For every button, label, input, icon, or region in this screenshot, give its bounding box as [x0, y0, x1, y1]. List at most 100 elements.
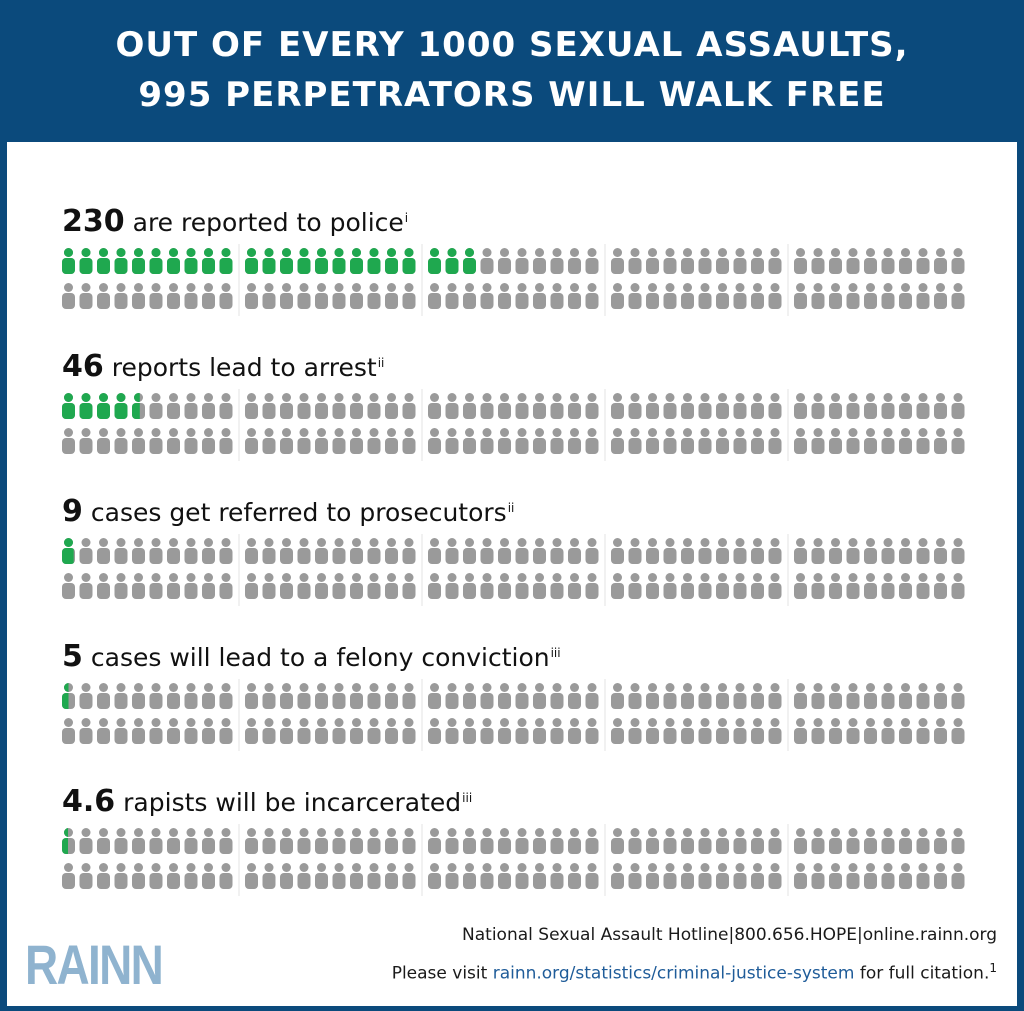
person-icon: [881, 573, 895, 599]
person-icon: [628, 428, 642, 454]
person-icon: [899, 283, 912, 309]
person-icon: [97, 538, 110, 564]
person-icon: [315, 718, 328, 744]
citation-link[interactable]: rainn.org/statistics/criminal-justice-sy…: [492, 963, 855, 984]
person-icon: [663, 283, 677, 309]
person-icon: [184, 718, 198, 744]
person-icon: [628, 393, 642, 419]
person-icon: [951, 683, 965, 709]
person-icon: [402, 573, 416, 599]
person-icon: [698, 283, 712, 309]
person-icon: [864, 718, 877, 744]
person-icon: [332, 283, 346, 309]
person-icon: [132, 393, 145, 419]
person-icon: [280, 248, 293, 274]
person-icon: [315, 283, 328, 309]
person-icon: [811, 573, 825, 599]
person-icon: [628, 248, 642, 274]
person-icon: [864, 863, 877, 889]
person-icon: [262, 573, 276, 599]
person-icon: [751, 683, 764, 709]
person-icon: [332, 718, 346, 744]
person-icon: [628, 538, 642, 564]
person-icon: [297, 248, 311, 274]
person-icon: [79, 428, 93, 454]
person-icon: [951, 718, 965, 744]
person-icon: [864, 248, 877, 274]
person-icon: [262, 863, 276, 889]
person-icon: [916, 573, 930, 599]
person-icon: [751, 828, 764, 854]
person-icon: [367, 573, 381, 599]
person-icon: [132, 718, 145, 744]
person-icon: [79, 573, 93, 599]
person-icon: [646, 428, 659, 454]
person-icon: [716, 283, 729, 309]
person-icon: [97, 283, 110, 309]
person-icon: [515, 283, 529, 309]
person-icon: [219, 283, 233, 309]
person-icon: [899, 573, 912, 599]
person-icon: [550, 283, 564, 309]
person-icon: [463, 248, 476, 274]
person-icon: [463, 573, 476, 599]
person-icon: [428, 248, 441, 274]
person-icon: [515, 428, 529, 454]
person-icon: [716, 718, 729, 744]
person-icon: [846, 863, 860, 889]
person-icon: [245, 538, 258, 564]
row-value: 5: [62, 639, 83, 674]
person-icon: [751, 718, 764, 744]
person-icon: [245, 283, 258, 309]
person-icon: [445, 248, 459, 274]
person-icon: [202, 863, 215, 889]
person-icon: [167, 393, 180, 419]
person-icon: [733, 683, 747, 709]
person-icon: [611, 283, 624, 309]
row-label: 9 cases get referred to prosecutorsii: [62, 494, 514, 529]
person-icon: [367, 828, 381, 854]
person-icon: [402, 538, 416, 564]
person-icon: [916, 828, 930, 854]
person-icon: [611, 718, 624, 744]
person-icon: [846, 683, 860, 709]
person-icon: [698, 828, 712, 854]
person-icon: [733, 573, 747, 599]
person-icon: [385, 428, 398, 454]
person-icon: [646, 248, 659, 274]
person-icon: [245, 248, 258, 274]
person-icon: [245, 718, 258, 744]
person-icon: [114, 863, 128, 889]
person-icon: [751, 428, 764, 454]
person-icon: [663, 428, 677, 454]
person-icon: [698, 428, 712, 454]
person-icon: [463, 683, 476, 709]
person-icon: [463, 283, 476, 309]
person-icon: [385, 248, 398, 274]
pictogram: [62, 824, 965, 896]
row-label: 5 cases will lead to a felony convictioni…: [62, 639, 561, 674]
person-icon: [794, 393, 807, 419]
person-icon: [646, 573, 659, 599]
person-icon: [132, 248, 145, 274]
person-icon: [385, 863, 398, 889]
person-icon: [533, 538, 546, 564]
person-icon: [533, 283, 546, 309]
person-icon: [533, 573, 546, 599]
person-icon: [262, 718, 276, 744]
person-icon: [184, 538, 198, 564]
person-icon: [733, 718, 747, 744]
person-icon: [428, 683, 441, 709]
person-icon: [698, 538, 712, 564]
person-icon: [297, 683, 311, 709]
person-icon: [568, 718, 581, 744]
person-icon: [681, 718, 694, 744]
person-icon: [585, 683, 599, 709]
person-icon: [114, 248, 128, 274]
person-icon: [550, 428, 564, 454]
person-icon: [515, 393, 529, 419]
person-icon: [79, 863, 93, 889]
person-icon: [515, 248, 529, 274]
person-icon: [951, 828, 965, 854]
person-icon: [899, 718, 912, 744]
